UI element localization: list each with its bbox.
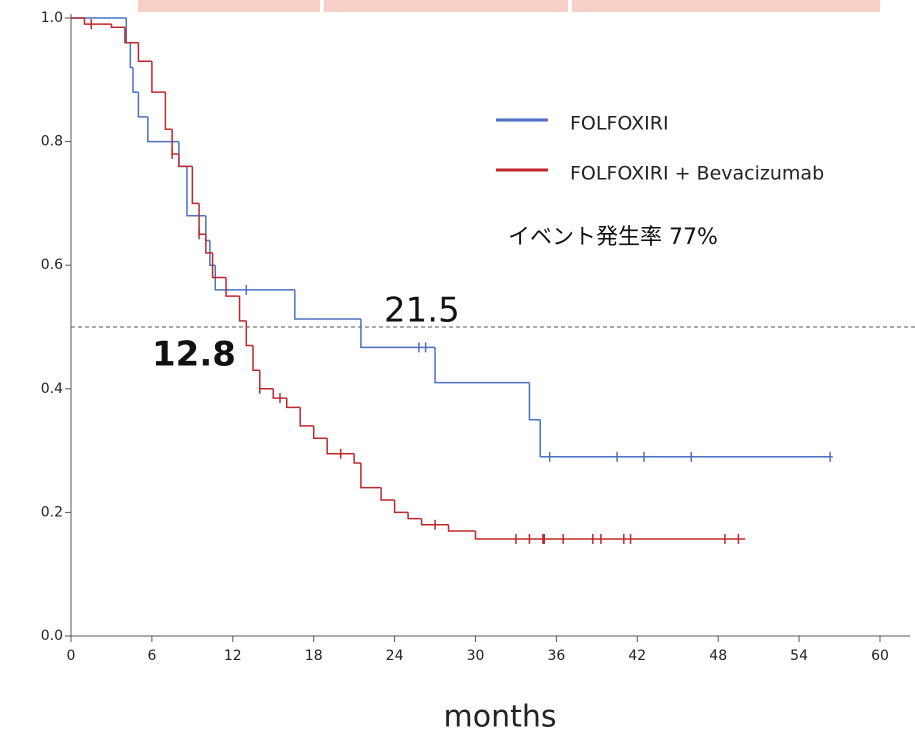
x-tick-label: 48 xyxy=(709,648,727,664)
x-tick-label: 12 xyxy=(224,648,242,664)
km-step xyxy=(225,277,240,297)
km-step xyxy=(191,166,200,205)
legend-label: FOLFOXIRI + Bevacizumab xyxy=(570,163,824,185)
y-tick-label: 0.0 xyxy=(41,628,63,644)
km-step xyxy=(360,318,436,349)
km-step xyxy=(238,296,247,322)
x-tick-label: 30 xyxy=(467,648,485,664)
x-tick-label: 60 xyxy=(871,648,889,664)
x-tick-label: 42 xyxy=(628,648,646,664)
y-tick-label: 0.4 xyxy=(41,381,63,397)
header-tab xyxy=(572,0,880,12)
annotation: 21.5 xyxy=(384,291,460,331)
km-step xyxy=(186,166,200,217)
km-step xyxy=(326,438,355,455)
km-step xyxy=(380,487,395,501)
km-step xyxy=(125,18,131,44)
km-step xyxy=(299,407,314,427)
km-step xyxy=(245,320,254,347)
km-step xyxy=(132,67,139,93)
km-step xyxy=(164,92,173,130)
km-step xyxy=(205,234,213,254)
x-tick-label: 36 xyxy=(547,648,565,664)
km-step xyxy=(198,203,206,236)
x-axis-label: months xyxy=(444,700,557,735)
header-tab xyxy=(138,0,320,12)
annotation: 12.8 xyxy=(152,335,236,375)
y-tick-label: 0.8 xyxy=(41,134,63,150)
km-step xyxy=(137,92,148,118)
km-step xyxy=(447,524,476,532)
km-step xyxy=(360,462,382,489)
km-step xyxy=(259,370,274,390)
km-step xyxy=(110,24,125,29)
x-tick-label: 24 xyxy=(386,648,404,664)
km-step xyxy=(151,61,166,93)
km-step xyxy=(353,453,361,464)
x-tick-label: 54 xyxy=(790,648,808,664)
y-tick-label: 1.0 xyxy=(41,10,63,26)
header-tab xyxy=(324,0,568,12)
km-step xyxy=(294,289,361,320)
x-tick-label: 18 xyxy=(305,648,323,664)
km-step xyxy=(539,419,833,458)
km-step xyxy=(252,345,260,372)
y-tick-label: 0.2 xyxy=(41,504,63,520)
x-tick-label: 0 xyxy=(67,648,76,664)
km-step xyxy=(393,500,409,514)
km-step xyxy=(83,18,112,25)
km-step xyxy=(407,512,422,520)
y-tick-label: 0.6 xyxy=(41,257,63,273)
x-tick-label: 6 xyxy=(147,648,156,664)
km-step xyxy=(129,42,134,69)
km-step xyxy=(137,42,152,63)
km-step xyxy=(178,141,187,168)
km-step xyxy=(528,382,541,421)
legend-label: FOLFOXIRI xyxy=(570,113,669,135)
km-step xyxy=(209,240,216,266)
km-step xyxy=(211,252,227,279)
km-step xyxy=(312,425,328,439)
km-step xyxy=(420,518,449,526)
km-step xyxy=(124,27,139,44)
km-step xyxy=(147,116,179,143)
km-step xyxy=(474,530,746,540)
km-step xyxy=(178,153,193,168)
km-step xyxy=(434,347,530,384)
annotation: イベント発生率 77% xyxy=(508,225,718,250)
km-step xyxy=(214,265,295,291)
km-step xyxy=(272,388,287,399)
km-step xyxy=(285,398,301,409)
